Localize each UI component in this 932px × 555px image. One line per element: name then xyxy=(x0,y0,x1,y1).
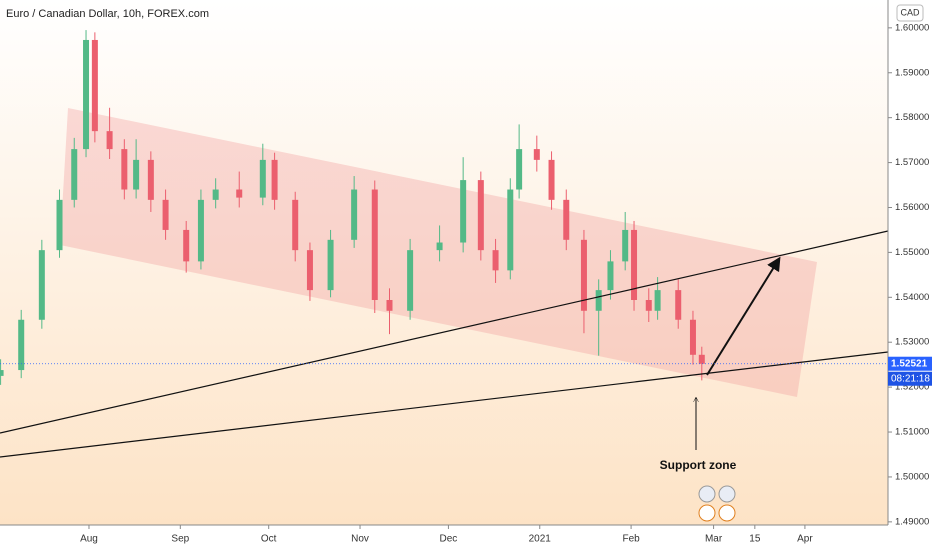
y-tick-label: 1.58000 xyxy=(895,112,929,123)
candle-body xyxy=(595,290,602,311)
last-price-box xyxy=(888,356,932,371)
x-tick-label: Apr xyxy=(797,534,813,545)
y-tick-label: 1.53000 xyxy=(895,337,929,348)
candle-body xyxy=(83,39,90,150)
y-tick-label: 1.55000 xyxy=(895,247,929,258)
candle-body xyxy=(492,250,499,271)
candle-body xyxy=(675,290,682,320)
y-tick-label: 1.57000 xyxy=(895,157,929,168)
y-tick-label: 1.50000 xyxy=(895,471,929,482)
annotation: Support zone xyxy=(660,458,737,472)
candle-body xyxy=(460,180,467,243)
currency-box xyxy=(896,4,924,22)
candle-body xyxy=(236,189,243,198)
x-tick-label: 15 xyxy=(749,534,761,545)
time-axis xyxy=(0,525,888,550)
chart-title: Euro / Canadian Dollar, 10h, FOREX.com xyxy=(6,8,209,20)
candle-body xyxy=(580,239,587,311)
candle-body xyxy=(351,189,358,240)
candle-body xyxy=(654,290,661,311)
candle-body xyxy=(162,199,169,230)
y-tick-label: 1.49000 xyxy=(895,516,929,527)
candle-body xyxy=(147,159,154,200)
candle-body xyxy=(533,149,540,160)
countdown-box xyxy=(888,371,932,386)
candle-body xyxy=(259,159,266,198)
candle-body xyxy=(91,39,98,132)
candle-body xyxy=(548,159,555,200)
candle-body xyxy=(292,199,299,251)
candle-body xyxy=(38,250,45,320)
candle-body xyxy=(133,159,140,190)
candle-body xyxy=(386,300,393,311)
candle-body xyxy=(477,180,484,251)
candle-body xyxy=(689,319,696,355)
candle-body xyxy=(698,354,705,364)
x-tick-label: Feb xyxy=(622,534,640,545)
candle-body xyxy=(106,131,113,150)
candle-body xyxy=(18,319,25,371)
x-tick-label: Dec xyxy=(440,534,458,545)
last-price-label: 1.52521 xyxy=(891,358,928,369)
candle-body xyxy=(212,189,219,200)
candle-body xyxy=(507,189,514,271)
countdown: 08:21:18 xyxy=(891,373,930,384)
candle-body xyxy=(407,250,414,311)
price-axis xyxy=(888,0,932,550)
y-tick-label: 1.59000 xyxy=(895,67,929,78)
candle-body xyxy=(516,149,523,190)
x-tick-label: Mar xyxy=(705,534,723,545)
currency: CAD xyxy=(900,7,920,17)
candle-body xyxy=(645,300,652,311)
x-tick-label: Aug xyxy=(80,534,98,545)
channel xyxy=(60,108,817,397)
candle-body xyxy=(563,199,570,240)
candle-body xyxy=(622,229,629,262)
trendline xyxy=(0,351,889,458)
trendline xyxy=(0,230,889,434)
candle-body xyxy=(327,239,334,291)
x-tick-label: Nov xyxy=(351,534,369,545)
projection-arrow xyxy=(706,256,781,376)
candle-body xyxy=(183,229,190,262)
y-tick-label: 1.60000 xyxy=(895,22,929,33)
candle-body xyxy=(607,261,614,291)
candle-body xyxy=(306,250,313,291)
x-tick-label: Sep xyxy=(171,534,189,545)
y-tick-label: 1.56000 xyxy=(895,202,929,213)
candle-body xyxy=(271,159,278,200)
candle-body xyxy=(121,149,128,190)
x-tick-label: Oct xyxy=(261,534,277,545)
candle-body xyxy=(0,370,4,376)
plot-background xyxy=(0,0,888,525)
candle-body xyxy=(436,242,443,251)
event-icons xyxy=(698,485,736,522)
candle-body xyxy=(56,199,63,251)
y-tick-label: 1.51000 xyxy=(895,427,929,438)
x-tick-label: 2021 xyxy=(529,534,552,545)
candle-body xyxy=(631,229,638,300)
candle-body xyxy=(371,189,378,300)
candle-body xyxy=(197,199,204,262)
y-tick-label: 1.54000 xyxy=(895,292,929,303)
candle-body xyxy=(71,149,78,200)
y-tick-label: 1.52000 xyxy=(895,382,929,393)
